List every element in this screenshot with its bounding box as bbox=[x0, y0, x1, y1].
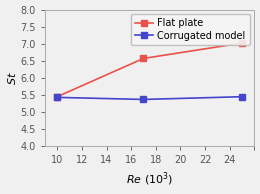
X-axis label: $Re$ $(10^3)$: $Re$ $(10^3)$ bbox=[126, 171, 173, 188]
Legend: Flat plate, Corrugated model: Flat plate, Corrugated model bbox=[131, 14, 250, 45]
Flat plate bbox=[240, 42, 244, 44]
Line: Corrugated model: Corrugated model bbox=[54, 94, 245, 102]
Flat plate bbox=[56, 95, 59, 98]
Corrugated model bbox=[240, 95, 244, 98]
Corrugated model bbox=[56, 96, 59, 99]
Line: Flat plate: Flat plate bbox=[54, 40, 245, 100]
Corrugated model bbox=[142, 98, 145, 101]
Flat plate bbox=[142, 57, 145, 60]
Y-axis label: $St$: $St$ bbox=[5, 71, 18, 85]
